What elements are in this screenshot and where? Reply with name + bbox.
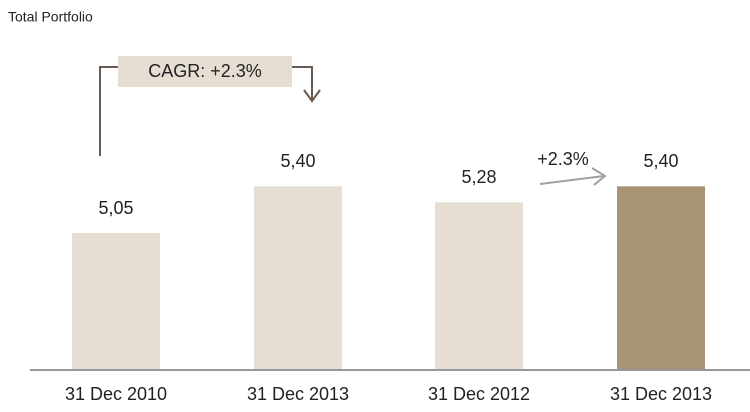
annotation: CAGR: +2.3%	[148, 61, 262, 81]
value-label: 5,05	[98, 198, 133, 218]
chart-title: Total Portfolio	[8, 9, 93, 25]
growth-arrow	[539, 175, 605, 185]
arrow-head	[303, 89, 321, 103]
bar	[435, 202, 523, 369]
cagr-bracket	[99, 66, 118, 156]
cagr-box	[118, 56, 292, 87]
value-label: 5,40	[280, 151, 315, 171]
bar	[72, 233, 160, 369]
x-tick-label: 31 Dec 2013	[247, 384, 349, 404]
value-label: 5,40	[643, 151, 678, 171]
bar	[617, 186, 705, 369]
x-tick-label: 31 Dec 2010	[65, 384, 167, 404]
arrow-head	[591, 167, 607, 186]
x-tick-label: 31 Dec 2012	[428, 384, 530, 404]
bar	[254, 186, 342, 369]
annotation: +2.3%	[537, 149, 589, 169]
x-tick-label: 31 Dec 2013	[610, 384, 712, 404]
cagr-bracket	[292, 66, 313, 100]
value-label: 5,28	[461, 167, 496, 187]
